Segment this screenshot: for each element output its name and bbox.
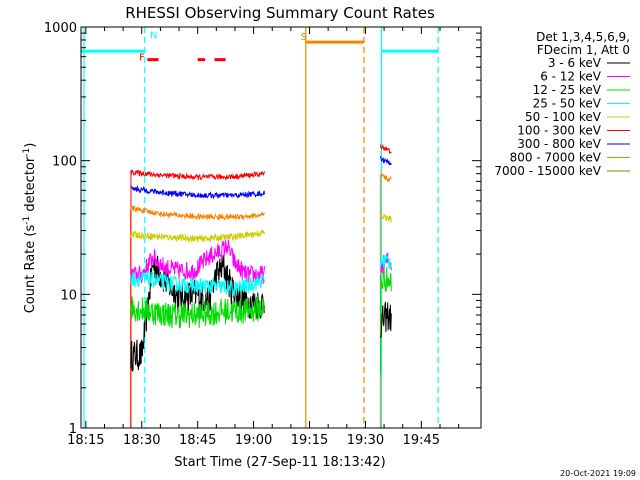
legend-label: 100 - 300 keV [517,124,601,138]
series-line [380,213,392,223]
chart-title: RHESSI Observing Summary Count Rates [125,4,435,22]
legend-label: 12 - 25 keV [533,83,602,97]
series-line [130,204,265,221]
series-line [380,254,392,270]
x-tick-label: 19:30 [347,433,384,448]
ticks-layer: 18:15 18:30 18:45 19:00 19:15 19:30 19:45 1 10 10… [44,21,481,448]
flag-letter: N [150,31,157,42]
flags-layer: NF S [81,27,439,428]
legend-label: 7000 - 15000 keV [494,164,601,178]
y-tick-label: 10 [60,288,77,303]
legend: Det 1,3,4,5,6,9, FDecim 1, Att 0 3 - 6 k… [494,30,630,178]
x-tick-label: 18:30 [123,433,160,448]
legend-label: 3 - 6 keV [548,56,602,70]
series-line [130,271,265,296]
legend-header-line-2: FDecim 1, Att 0 [537,43,630,57]
series-line [380,155,392,166]
series-line [130,229,265,243]
x-tick-label: 18:15 [67,433,104,448]
x-tick-label: 19:15 [291,433,328,448]
legend-header-line-1: Det 1,3,4,5,6,9, [536,30,630,44]
series-line [380,266,392,292]
series-line [380,143,392,155]
x-tick-label: 19:45 [403,433,440,448]
plot-frame [80,26,482,429]
y-tick-label: 1000 [44,21,77,36]
legend-label: 300 - 800 keV [517,137,601,151]
series-line [130,296,265,329]
y-tick-label: 1 [69,422,77,437]
series-line [380,173,392,182]
flag-letter: S [301,32,307,43]
series-line [130,169,265,181]
x-tick-label: 18:45 [179,433,216,448]
series-line [380,301,392,338]
legend-label: 50 - 100 keV [525,110,602,124]
series-layer [130,143,392,428]
series-line [130,184,265,200]
legend-label: 800 - 7000 keV [510,151,602,165]
footer-timestamp: 20-Oct-2021 19:09 [560,469,636,478]
flag-letter: F [139,53,145,64]
y-tick-label: 100 [52,155,77,170]
x-axis-label: Start Time (27-Sep-11 18:13:42) [174,455,385,470]
legend-label: 25 - 50 keV [533,97,602,111]
y-axis-label: Count Rate (s-1 detector-1) [22,143,38,314]
legend-label: 6 - 12 keV [540,70,602,84]
x-tick-label: 19:00 [235,433,272,448]
series-line [130,238,265,285]
